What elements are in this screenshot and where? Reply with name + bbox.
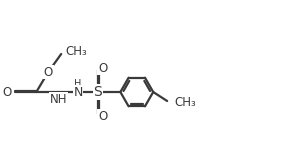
Text: O: O [98,61,108,74]
Text: CH₃: CH₃ [174,97,196,110]
Text: O: O [2,86,12,99]
Text: O: O [98,110,108,123]
Text: O: O [43,65,53,78]
Text: H: H [74,78,82,89]
Text: S: S [94,85,102,99]
Text: CH₃: CH₃ [65,44,87,57]
Text: N: N [73,86,83,99]
Text: NH: NH [50,93,67,106]
